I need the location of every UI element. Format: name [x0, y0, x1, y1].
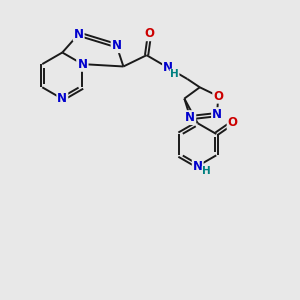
Text: H: H	[202, 167, 211, 176]
Text: N: N	[163, 61, 173, 74]
Text: N: N	[77, 58, 87, 70]
Text: O: O	[213, 90, 223, 103]
Text: N: N	[193, 160, 203, 172]
Text: H: H	[170, 69, 179, 79]
Text: N: N	[57, 92, 67, 105]
Text: N: N	[77, 58, 87, 70]
Text: N: N	[74, 28, 84, 40]
Text: O: O	[145, 27, 154, 40]
Text: N: N	[112, 39, 122, 52]
Text: N: N	[212, 108, 222, 121]
Text: O: O	[228, 116, 238, 129]
Text: N: N	[185, 111, 195, 124]
